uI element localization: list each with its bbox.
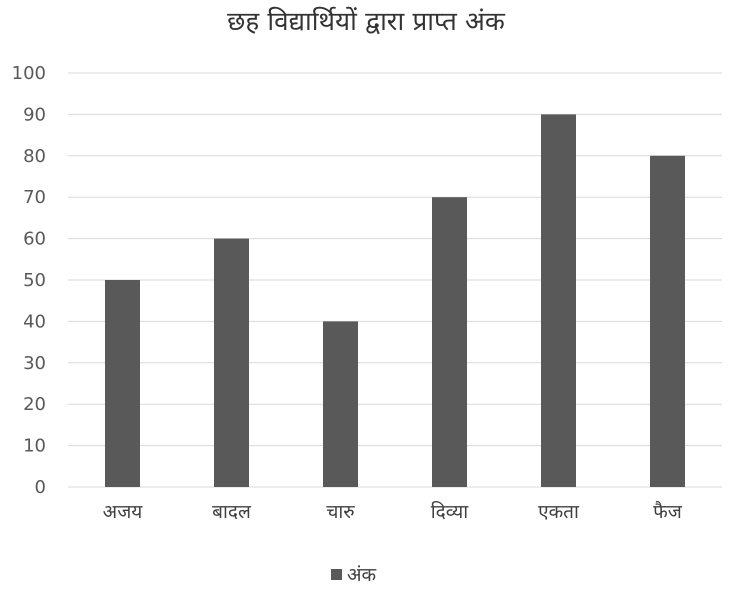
y-tick-label: 30 bbox=[23, 353, 46, 374]
bars bbox=[105, 114, 685, 488]
legend: अंक bbox=[331, 564, 377, 586]
x-tick-label: चारु bbox=[326, 501, 355, 523]
legend-swatch bbox=[331, 569, 342, 580]
bar-3 bbox=[323, 321, 358, 487]
bar-1 bbox=[105, 280, 140, 487]
bar-6 bbox=[650, 155, 685, 488]
chart-title: छह विद्यार्थियों द्वारा प्राप्त अंक bbox=[227, 7, 505, 37]
y-tick-label: 60 bbox=[23, 229, 46, 250]
bar-4 bbox=[432, 197, 467, 487]
y-tick-label: 90 bbox=[23, 104, 46, 125]
gridlines bbox=[68, 72, 722, 488]
x-tick-label: दिव्या bbox=[431, 500, 470, 523]
x-tick-label: फैज bbox=[653, 500, 683, 523]
x-tick-label: अजय bbox=[103, 501, 144, 523]
y-axis-ticks: 0 10 20 30 40 50 60 70 80 90 100 bbox=[12, 63, 46, 498]
y-tick-label: 0 bbox=[35, 477, 46, 498]
y-tick-label: 50 bbox=[23, 270, 46, 291]
y-tick-label: 40 bbox=[23, 311, 46, 332]
y-tick-label: 100 bbox=[12, 63, 46, 84]
bar-2 bbox=[214, 238, 249, 487]
legend-label: अंक bbox=[347, 564, 377, 586]
y-tick-label: 80 bbox=[23, 146, 46, 167]
x-tick-label: बादल bbox=[212, 501, 252, 523]
bar-5 bbox=[541, 114, 576, 488]
y-tick-label: 70 bbox=[23, 187, 46, 208]
y-tick-label: 10 bbox=[23, 436, 46, 457]
x-tick-label: एकता bbox=[538, 501, 580, 523]
y-tick-label: 20 bbox=[23, 394, 46, 415]
x-axis-ticks: अजय बादल चारु दिव्या एकता फैज bbox=[103, 500, 683, 523]
